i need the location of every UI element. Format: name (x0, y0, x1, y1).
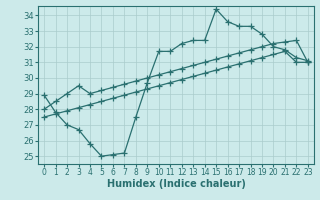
X-axis label: Humidex (Indice chaleur): Humidex (Indice chaleur) (107, 179, 245, 189)
